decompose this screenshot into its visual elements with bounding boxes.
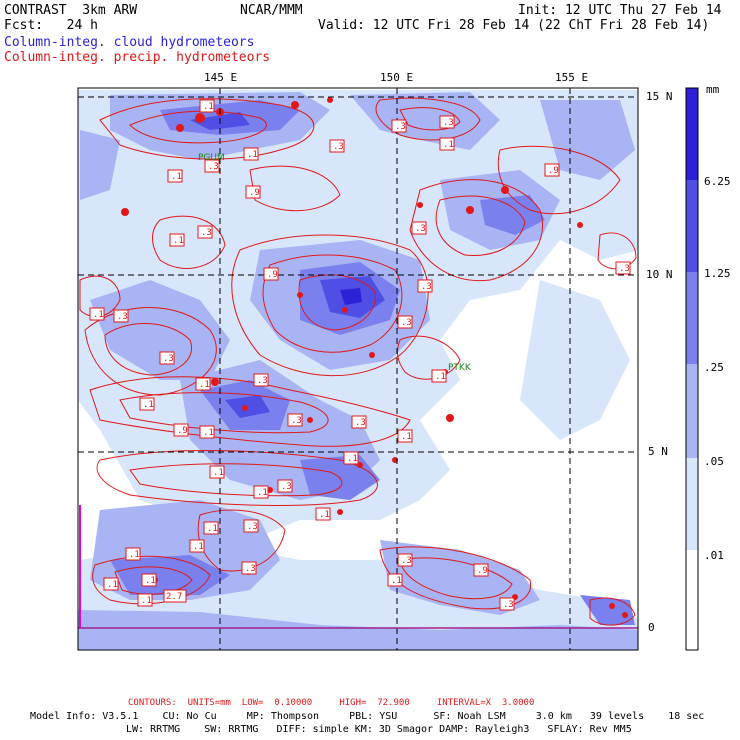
svg-text:.1: .1 [257,488,268,498]
colorbar-bin-6.25+ [686,88,698,180]
svg-text:.3: .3 [401,556,412,566]
svg-text:.1: .1 [213,468,224,478]
svg-text:.1: .1 [143,400,154,410]
map-frame [77,87,639,651]
svg-text:.3: .3 [333,142,344,152]
svg-text:.1: .1 [203,428,214,438]
svg-text:.1: .1 [207,524,218,534]
svg-text:.1: .1 [401,432,412,442]
colorbar-bin-.05-.25 [686,364,698,458]
lat-label-0: 0 [648,621,655,634]
svg-text:.3: .3 [257,376,268,386]
graticule [78,88,638,650]
lat-label-15n: 15 N [646,90,673,103]
precip-field-label: Column-integ. precip. hydrometeors [4,50,271,65]
svg-text:.1: .1 [203,102,214,112]
svg-text:.1: .1 [247,150,258,160]
svg-text:.3: .3 [201,228,212,238]
colorbar-label-1.25: 1.25 [704,267,731,280]
svg-text:.1: .1 [107,580,118,590]
colorbar-unit: mm [706,83,720,96]
svg-text:.1: .1 [319,510,330,520]
svg-text:.1: .1 [391,576,402,586]
lon-label-155: 155 E [555,71,589,84]
svg-text:.3: .3 [291,416,302,426]
lon-label-150: 150 E [380,71,414,84]
valid-time: Valid: 12 UTC Fri 28 Feb 14 (22 ChT Fri … [318,18,710,33]
colorbar-bin-below-.01 [686,550,698,650]
svg-text:.9: .9 [477,566,488,576]
svg-text:.9: .9 [177,426,188,436]
cloud-field-label: Column-integ. cloud hydrometeors [4,35,255,50]
svg-text:.3: .3 [619,264,630,274]
svg-text:.1: .1 [171,172,182,182]
model-info-line-2: LW: RRTMG SW: RRTMG DIFF: simple KM: 3D … [126,724,632,735]
svg-text:.1: .1 [443,140,454,150]
svg-text:.9: .9 [249,188,260,198]
contour-labels: .1 .3 .3 .3 .1 .1 .3 .9 .1 .9 .3 .3 .1 .… [89,99,631,611]
lon-label-145: 145 E [204,71,238,84]
model-title: CONTRAST 3km ARW [4,3,138,18]
svg-text:.3: .3 [415,224,426,234]
svg-text:.1: .1 [435,372,446,382]
colorbar-label-6.25: 6.25 [704,175,731,188]
svg-text:.9: .9 [548,166,559,176]
svg-text:2.7: 2.7 [166,592,182,602]
org-label: NCAR/MMM [240,3,303,18]
svg-text:.3: .3 [163,354,174,364]
svg-text:.1: .1 [145,576,156,586]
svg-text:.3: .3 [117,312,128,322]
init-time: Init: 12 UTC Thu 27 Feb 14 [518,3,722,18]
lat-label-10n: 10 N [646,268,673,281]
svg-text:.3: .3 [245,564,256,574]
svg-text:.1: .1 [193,542,204,552]
colorbar-bin-1.25-6.25 [686,180,698,272]
svg-text:.1: .1 [199,380,210,390]
svg-text:.9: .9 [267,270,278,280]
station-ptkk: PTKK [448,363,472,373]
svg-text:.3: .3 [503,600,514,610]
svg-text:.1: .1 [141,596,152,606]
colorbar-label-.05: .05 [704,455,724,468]
svg-text:.1: .1 [93,310,104,320]
svg-text:.3: .3 [281,482,292,492]
colorbar-bin-.01-.05 [686,458,698,550]
svg-text:.3: .3 [401,318,412,328]
colorbar-bin-.25-1.25 [686,272,698,364]
station-pgum: PGUM [198,153,225,163]
forecast-hour: Fcst: 24 h [4,18,98,33]
cloud-shading [78,90,638,650]
colorbar-label-.25: .25 [704,361,724,374]
svg-text:.3: .3 [208,162,219,172]
colorbar-label-.01: .01 [704,549,724,562]
svg-text:.3: .3 [421,282,432,292]
lat-label-5n: 5 N [648,445,668,458]
svg-text:.1: .1 [173,236,184,246]
model-info-line-1: Model Info: V3.5.1 CU: No Cu MP: Thompso… [30,711,705,722]
precip-cores [121,97,628,618]
svg-text:.1: .1 [129,550,140,560]
svg-text:.3: .3 [355,418,366,428]
contour-info: CONTOURS: UNITS=mm LOW= 0.10000 HIGH= 72… [128,698,535,708]
svg-text:.3: .3 [395,122,406,132]
colorbar [685,87,699,651]
svg-text:.3: .3 [443,118,454,128]
svg-text:.1: .1 [347,454,358,464]
svg-text:.3: .3 [247,522,258,532]
colorbar-frame [685,87,699,651]
